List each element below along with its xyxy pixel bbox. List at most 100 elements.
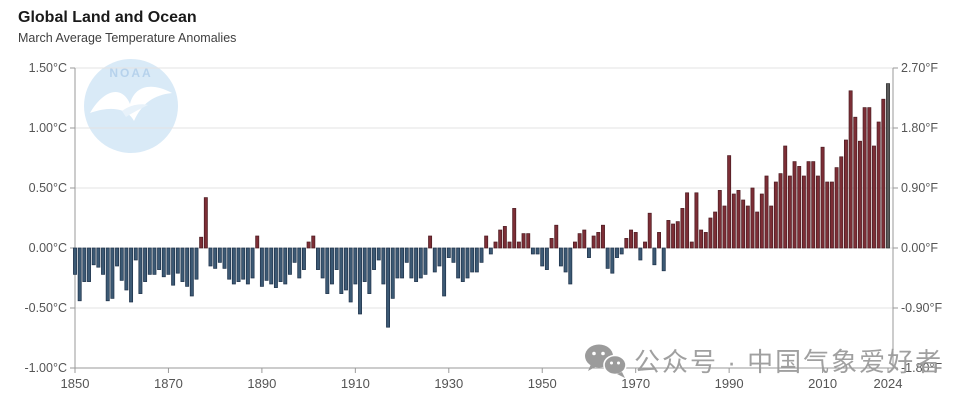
bar-1929 [442,247,447,297]
bar-1955 [563,247,568,273]
svg-text:1850: 1850 [61,376,90,391]
noaa-logo-label: NOAA [109,66,153,80]
bar-2001 [778,173,783,249]
bar-1908 [344,247,348,291]
bar-2005 [797,166,802,249]
bar-1992 [736,190,741,249]
bar-1890 [259,247,264,287]
bar-2000 [773,181,778,249]
bar-1940 [493,241,498,249]
bar-1994 [745,205,750,249]
svg-text:-1.80°F: -1.80°F [901,361,942,375]
bar-1867 [152,247,157,275]
bar-1926 [428,235,433,249]
noaa-logo-watermark: NOAA [84,59,178,153]
bar-1866 [147,247,152,275]
bar-1915 [376,247,381,261]
bar-1937 [479,247,484,263]
bar-1895 [283,247,288,285]
bar-1983 [694,192,699,249]
bar-1984 [699,229,704,249]
bar-1964 [605,247,610,269]
bar-1873 [180,247,185,282]
bar-1887 [245,247,250,285]
bar-2007 [806,161,811,249]
bar-1911 [358,247,362,315]
bar-1898 [297,247,302,279]
svg-text:-0.50°C: -0.50°C [24,301,67,315]
bar-2022 [876,121,881,249]
bar-1934 [465,247,470,279]
bar-1897 [292,247,297,263]
svg-text:2010: 2010 [808,376,837,391]
bar-1989 [722,205,727,249]
bar-1986 [708,217,713,249]
bar-1891 [264,247,269,281]
bar-1999 [769,205,774,249]
bar-1996 [755,211,760,249]
svg-text:1990: 1990 [715,376,744,391]
bar-1939 [488,247,493,255]
bar-1850 [73,247,77,275]
watermark-text: 公众号 · 中国气象爱好者 [634,347,944,377]
bar-1954 [558,247,563,267]
bar-1855 [96,247,101,268]
bar-1944 [512,208,517,249]
bar-1973 [647,212,652,249]
chart-header: Global Land and Ocean March Average Temp… [18,8,236,45]
bar-1965 [610,247,615,274]
page-title: Global Land and Ocean [18,9,197,26]
bar-1916 [381,247,386,285]
bar-1876 [194,247,199,280]
bar-1880 [213,247,218,269]
bar-1953 [554,224,559,249]
bar-1892 [269,247,274,285]
bar-1952 [549,238,554,249]
bar-1879 [208,247,213,267]
bar-1902 [316,247,320,270]
bar-2014 [839,156,844,249]
bar-1894 [278,247,283,282]
bar-1862 [129,247,134,303]
svg-text:0.00°F: 0.00°F [901,241,938,255]
bar-1966 [615,247,619,258]
bar-1922 [409,247,414,279]
bar-2006 [801,175,806,249]
bar-1863 [133,247,138,261]
bar-2016 [848,90,853,249]
bar-1857 [105,247,110,302]
bar-1928 [437,247,442,267]
svg-text:1870: 1870 [154,376,183,391]
bar-1981 [685,192,690,249]
bar-1905 [330,247,334,285]
svg-text:2.70°F: 2.70°F [901,61,938,75]
bar-1960 [587,247,591,258]
bar-1885 [236,247,241,282]
bar-1962 [596,232,601,249]
bar-1904 [325,247,330,294]
bar-1856 [101,247,105,275]
bar-2019 [862,107,867,249]
bar-1963 [601,224,605,249]
bar-1888 [250,247,255,279]
bar-1927 [432,247,437,273]
bar-1869 [161,247,166,278]
bar-1903 [320,247,325,279]
bar-1925 [423,247,428,275]
svg-text:1950: 1950 [528,376,557,391]
bar-1957 [572,241,577,249]
bar-2008 [811,161,816,249]
bar-1938 [484,235,489,249]
bar-1968 [624,238,629,249]
bar-2009 [815,175,820,249]
bar-1906 [334,247,339,270]
bar-1947 [526,233,531,249]
bar-1868 [157,247,162,270]
bar-1893 [273,247,278,288]
wechat-icon [585,344,627,378]
bar-1942 [502,226,507,249]
bar-1980 [680,208,685,249]
bar-1958 [577,233,582,249]
